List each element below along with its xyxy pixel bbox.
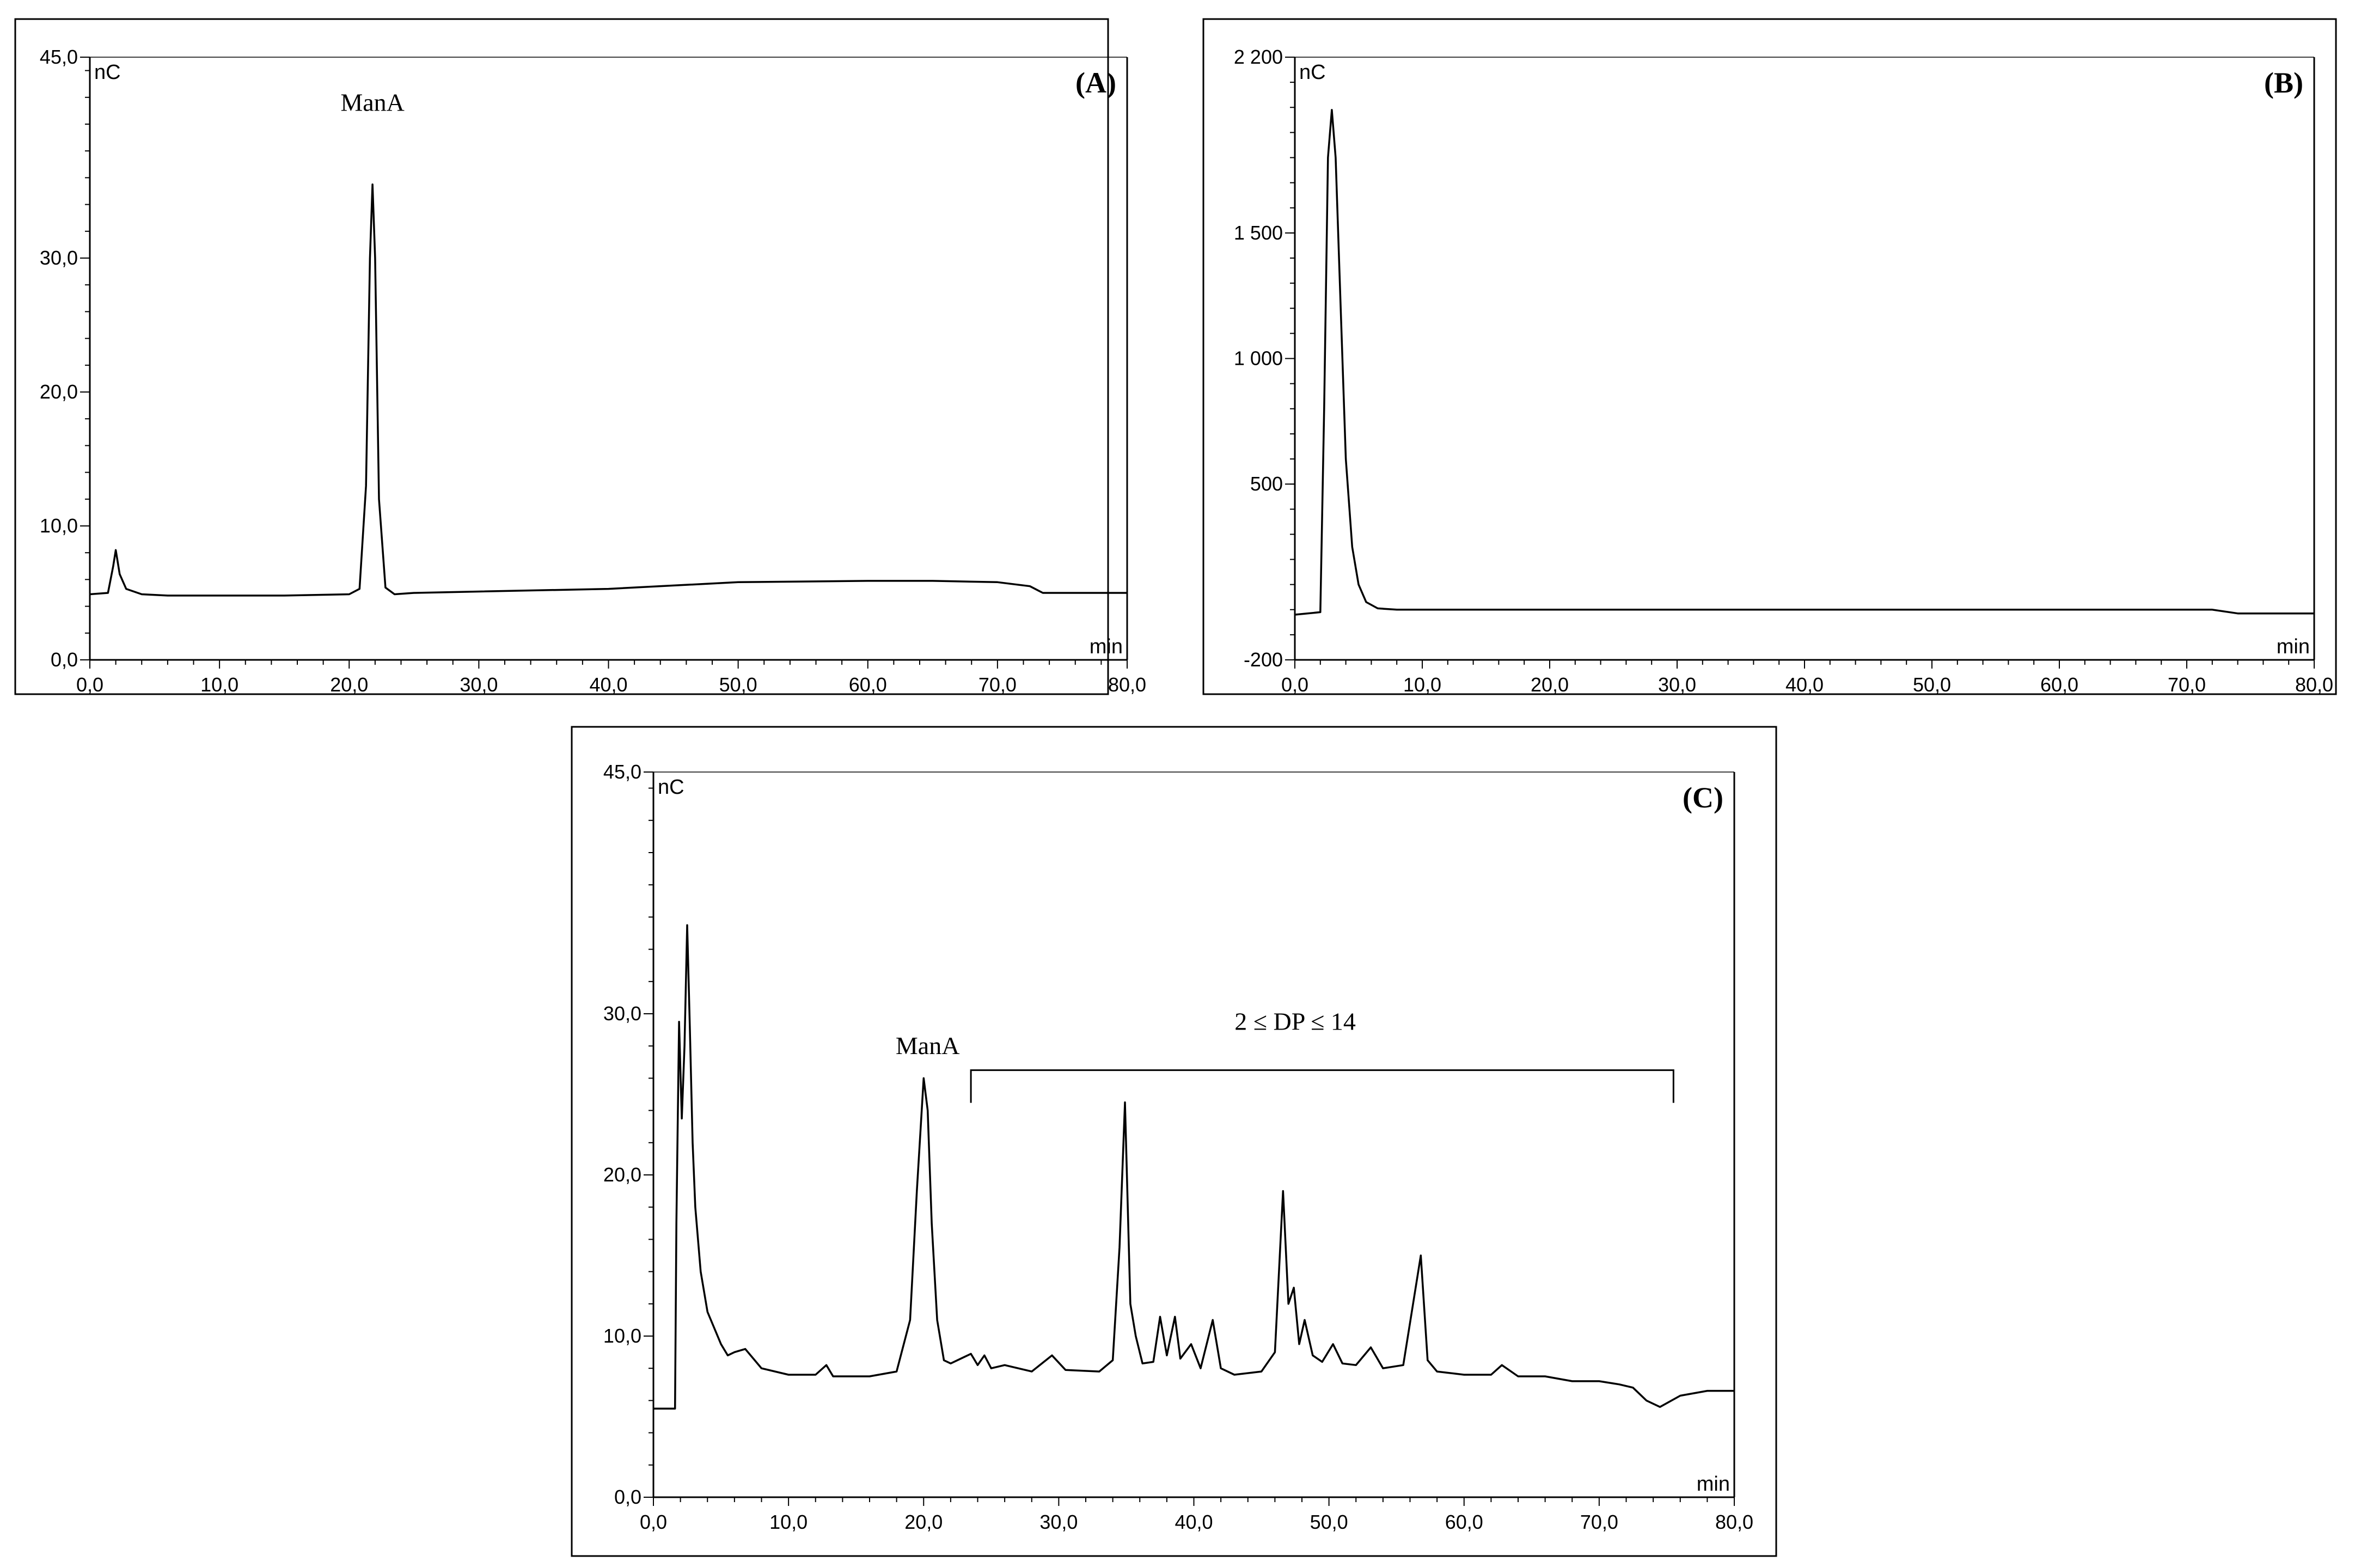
- x-tick-label: 0,0: [76, 673, 103, 696]
- dp-range-bracket: [970, 1069, 1674, 1103]
- y-tick-label: 20,0: [603, 1163, 641, 1186]
- x-tick-label: 0,0: [1281, 673, 1308, 696]
- x-tick-label: 60,0: [849, 673, 887, 696]
- y-tick-label: 10,0: [40, 514, 78, 537]
- y-tick-label: 20,0: [40, 381, 78, 403]
- y-tick-label: 45,0: [603, 761, 641, 783]
- panel-label: (A): [1075, 66, 1116, 99]
- x-tick-label: 20,0: [904, 1511, 943, 1533]
- x-tick-label: 30,0: [1039, 1511, 1078, 1533]
- y-unit-label: nC: [1299, 61, 1326, 84]
- y-tick-label: 10,0: [603, 1325, 641, 1347]
- panel-b-frame: [1202, 18, 2337, 695]
- x-tick-label: 30,0: [1658, 673, 1696, 696]
- x-tick-label: 80,0: [1715, 1511, 1753, 1533]
- dp-range-label: 2 ≤ DP ≤ 14: [1234, 1008, 1356, 1036]
- peak-label: ManA: [340, 88, 405, 116]
- x-tick-label: 10,0: [200, 673, 238, 696]
- y-tick-label: 30,0: [40, 247, 78, 269]
- x-tick-label: 70,0: [1580, 1511, 1618, 1533]
- x-tick-label: 40,0: [1175, 1511, 1213, 1533]
- x-tick-label: 60,0: [1445, 1511, 1483, 1533]
- y-tick-label: -200: [1244, 648, 1283, 671]
- x-tick-label: 30,0: [460, 673, 498, 696]
- y-unit-label: nC: [94, 61, 121, 84]
- y-tick-label: 30,0: [603, 1002, 641, 1025]
- x-tick-label: 20,0: [330, 673, 368, 696]
- series-line: [89, 183, 1127, 597]
- panel-a-frame: [14, 18, 1109, 695]
- y-tick-label: 0,0: [614, 1486, 641, 1508]
- x-unit-label: min: [2277, 635, 2310, 658]
- x-unit-label: min: [1090, 635, 1123, 658]
- x-tick-label: 50,0: [719, 673, 757, 696]
- x-tick-label: 0,0: [640, 1511, 667, 1533]
- x-unit-label: min: [1697, 1473, 1730, 1496]
- x-tick-label: 40,0: [589, 673, 627, 696]
- y-tick-label: 45,0: [40, 46, 78, 68]
- x-tick-label: 50,0: [1913, 673, 1951, 696]
- x-tick-label: 80,0: [2295, 673, 2333, 696]
- x-tick-label: 20,0: [1531, 673, 1569, 696]
- y-tick-label: 1 000: [1234, 347, 1283, 370]
- x-tick-label: 50,0: [1310, 1511, 1348, 1533]
- peak-label: ManA: [896, 1032, 960, 1059]
- x-tick-label: 60,0: [2040, 673, 2078, 696]
- x-tick-label: 70,0: [2168, 673, 2206, 696]
- series-line: [1294, 109, 2314, 616]
- y-tick-label: 2 200: [1234, 46, 1283, 68]
- y-unit-label: nC: [658, 776, 684, 799]
- y-tick-label: 500: [1250, 473, 1283, 495]
- x-tick-label: 10,0: [769, 1511, 808, 1533]
- x-tick-label: 10,0: [1403, 673, 1441, 696]
- x-tick-label: 40,0: [1785, 673, 1824, 696]
- panel-label: (C): [1683, 781, 1723, 814]
- y-tick-label: 0,0: [51, 648, 78, 671]
- panel-label: (B): [2264, 66, 2303, 99]
- x-tick-label: 80,0: [1108, 673, 1146, 696]
- y-tick-label: 1 500: [1234, 222, 1283, 244]
- panel-c-frame: [571, 726, 1777, 1557]
- panel-c-chart: 0,0 10,0 20,0 30,0 40,0 50,0 60,0 70,0 80,0 0,0 10…: [571, 726, 1777, 1557]
- panel-b-chart: 0,0 10,0 20,0 30,0 40,0 50,0 60,0 70,0 80,0 -200 5…: [1202, 18, 2337, 696]
- x-tick-label: 70,0: [978, 673, 1017, 696]
- panel-a-chart: 0,0 10,0 20,0 30,0 40,0 50,0 60,0 70,0 80,0 0,0 10…: [14, 18, 1146, 696]
- series-line: [653, 924, 1734, 1410]
